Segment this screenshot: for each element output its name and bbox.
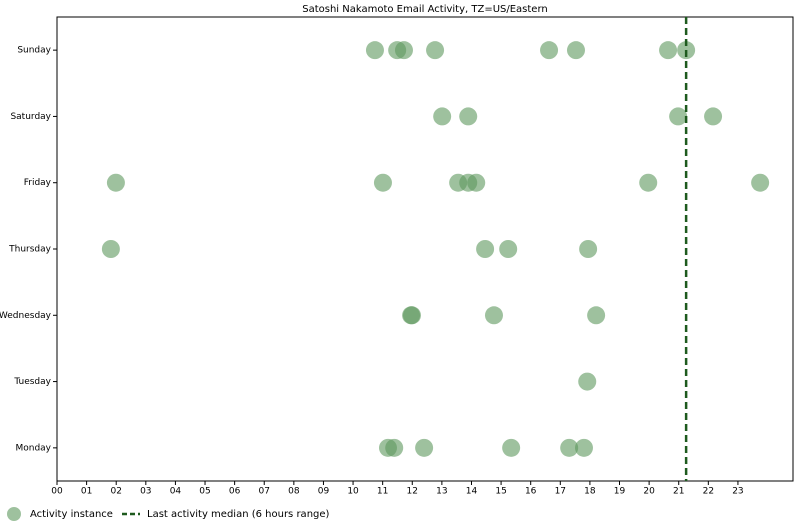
point [101, 240, 120, 258]
point [579, 240, 598, 258]
x-tick-label: 12 [407, 487, 418, 497]
x-tick-label: 11 [377, 487, 388, 497]
x-tick-label: 03 [140, 487, 151, 497]
x-tick-label: 17 [555, 487, 566, 497]
x-tick-label: 13 [436, 487, 447, 497]
x-tick-label: 07 [259, 487, 270, 497]
x-tick-label: 01 [81, 487, 92, 497]
x-tick-label: 09 [318, 487, 330, 497]
y-tick-label: Friday [24, 178, 52, 188]
y-tick-label: Wednesday [0, 311, 52, 321]
point [484, 306, 503, 325]
x-tick-label: 22 [703, 487, 714, 497]
x-tick-label: 00 [51, 487, 63, 497]
x-tick-label: 14 [466, 487, 478, 497]
x-tick-label: 20 [643, 487, 655, 497]
x-tick-label: 10 [347, 487, 359, 497]
point [669, 107, 688, 126]
point [578, 372, 597, 391]
legend-label: Last activity median (6 hours range) [147, 509, 330, 520]
point [704, 107, 723, 126]
point [499, 240, 518, 258]
point [415, 438, 434, 457]
x-tick-label: 02 [110, 487, 121, 497]
chart-title: Satoshi Nakamoto Email Activity, TZ=US/E… [302, 4, 548, 15]
point [560, 438, 579, 457]
x-tick-label: 06 [229, 487, 241, 497]
point [402, 306, 421, 325]
point [385, 438, 404, 457]
x-tick-label: 04 [170, 487, 182, 497]
legend-marker [7, 507, 21, 521]
x-tick-label: 23 [732, 487, 743, 497]
plot-frame [56, 16, 794, 482]
y-tick-label: Monday [15, 443, 51, 453]
y-tick-label: Tuesday [13, 377, 51, 387]
x-tick-label: 08 [288, 487, 300, 497]
point [365, 41, 384, 60]
point [574, 438, 593, 457]
point [459, 107, 478, 126]
point [587, 306, 606, 325]
point [433, 107, 452, 126]
x-tick-label: 16 [525, 487, 537, 497]
point [106, 173, 125, 192]
point [659, 41, 678, 60]
legend: Activity instance Last activity median (6… [7, 507, 330, 521]
point [467, 173, 486, 192]
x-tick-label: 05 [199, 487, 210, 497]
x-tick-label: 18 [584, 487, 596, 497]
y-tick-label: Saturday [10, 112, 51, 122]
y-tick-label: Thursday [8, 245, 52, 255]
x-tick-label: 21 [673, 487, 684, 497]
x-tick-label: 19 [614, 487, 626, 497]
y-tick-label: Sunday [17, 46, 51, 56]
point [540, 41, 559, 60]
point [426, 41, 445, 60]
legend-label: Activity instance [30, 509, 113, 520]
x-tick-label: 15 [495, 487, 506, 497]
point [394, 41, 413, 60]
point [639, 173, 658, 192]
point [476, 240, 495, 258]
point [566, 41, 585, 60]
point [373, 173, 392, 192]
point [502, 438, 521, 457]
point [751, 173, 770, 192]
